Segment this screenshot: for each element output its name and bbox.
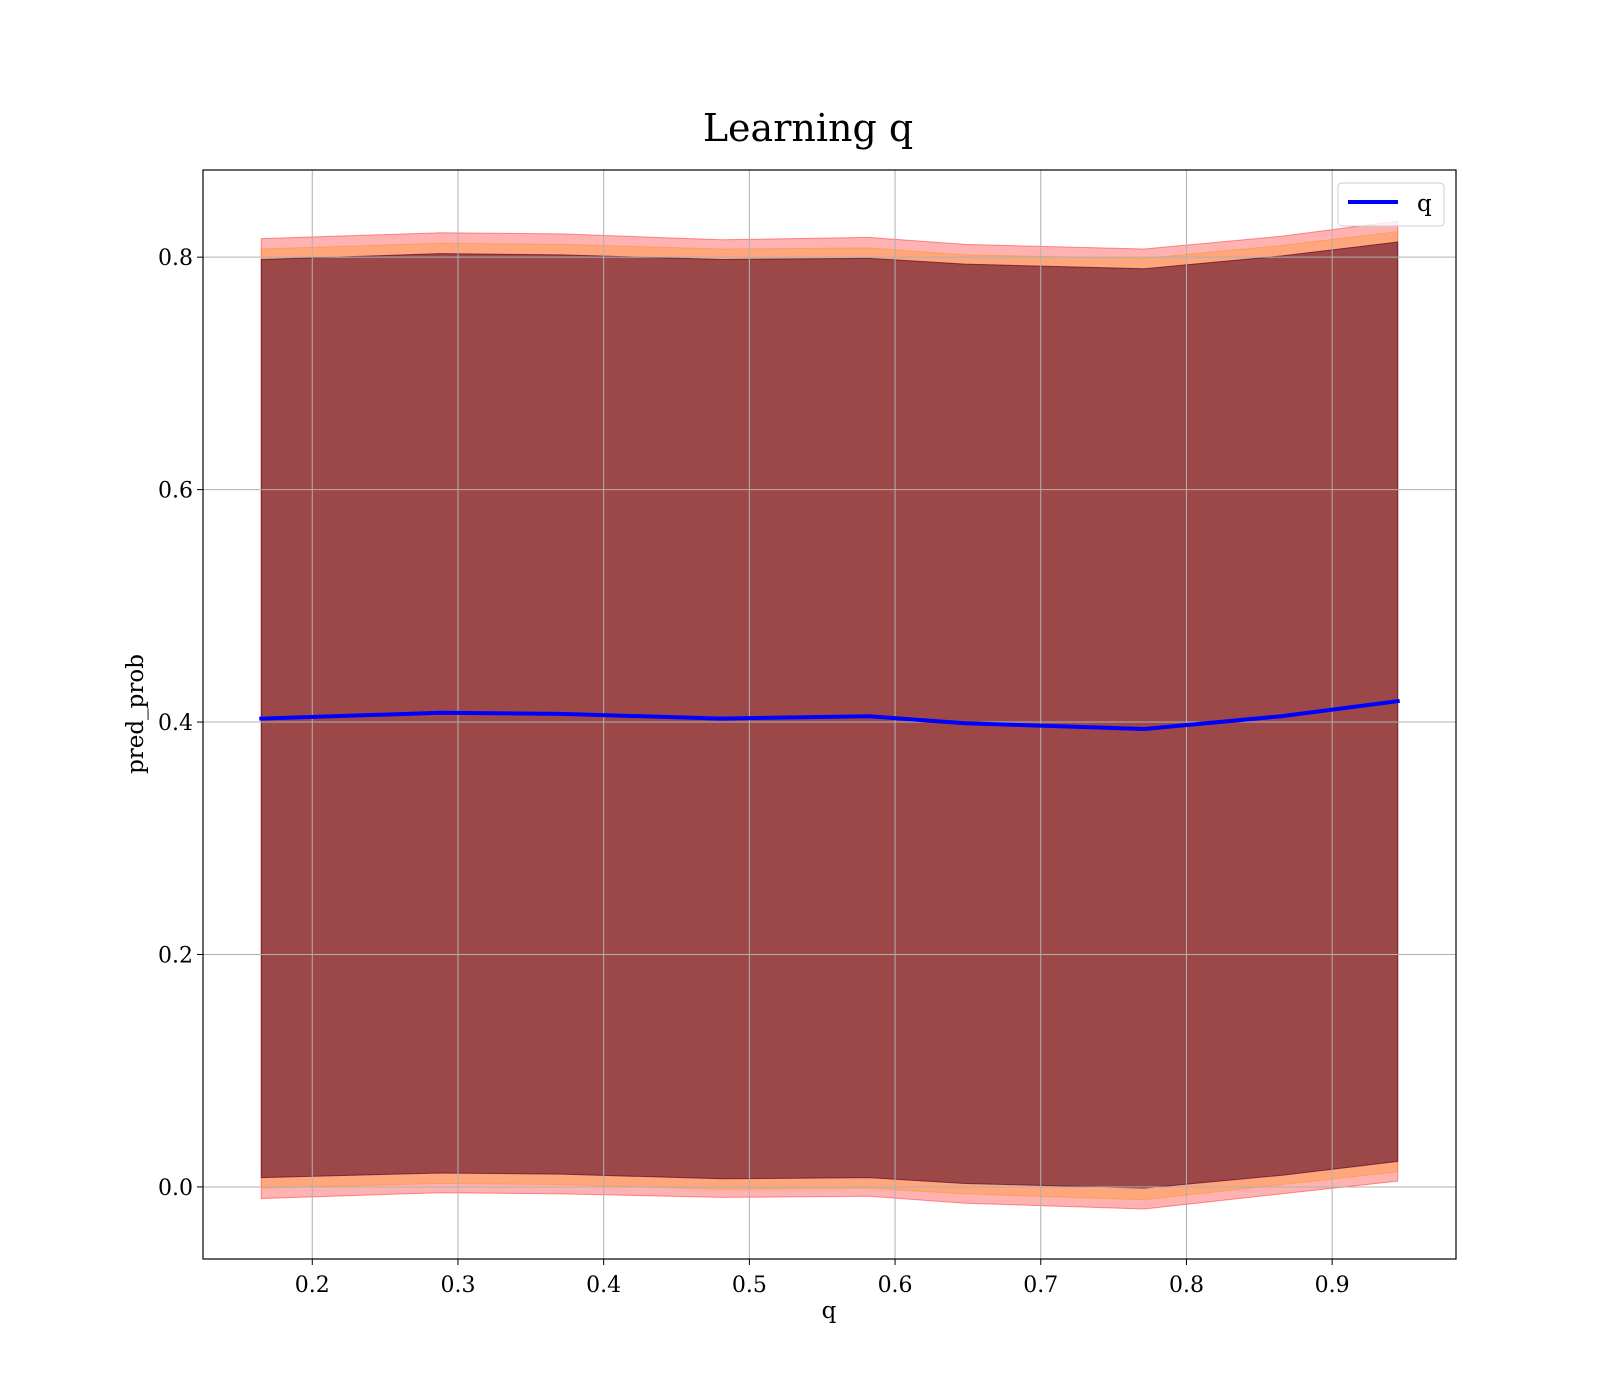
x-tick-label: 0.6 <box>878 1273 913 1298</box>
x-tick-label: 0.3 <box>440 1273 475 1298</box>
x-axis-label: q <box>822 1298 837 1324</box>
legend-entry-label: q <box>1417 191 1432 217</box>
plot-area <box>202 169 1457 1260</box>
y-axis-label: pred_prob <box>123 654 149 774</box>
x-tick-label: 0.9 <box>1315 1273 1350 1298</box>
x-tick-label: 0.7 <box>1023 1273 1058 1298</box>
x-tick-label: 0.2 <box>295 1273 330 1298</box>
series-line-q <box>259 698 1400 732</box>
y-tick-label: 0.4 <box>158 711 193 736</box>
x-tick-label: 0.5 <box>732 1273 767 1298</box>
plot-frame <box>202 169 1457 1260</box>
y-tick-label: 0.8 <box>158 246 193 271</box>
legend: q <box>1337 182 1445 227</box>
x-axis-ticks: 0.2 0.3 0.4 0.5 0.6 0.7 0.8 0.9 <box>295 1259 1350 1298</box>
legend-frame <box>1337 182 1445 227</box>
y-tick-label: 0.6 <box>158 479 193 504</box>
y-tick-label: 0.2 <box>158 943 193 968</box>
chart-title: Learning q <box>703 106 913 150</box>
x-tick-label: 0.8 <box>1169 1273 1204 1298</box>
y-axis-ticks: 0.0 0.2 0.4 0.6 0.8 <box>158 246 203 1201</box>
series-lines <box>259 698 1400 732</box>
y-tick-label: 0.0 <box>158 1176 193 1201</box>
x-tick-label: 0.4 <box>586 1273 621 1298</box>
